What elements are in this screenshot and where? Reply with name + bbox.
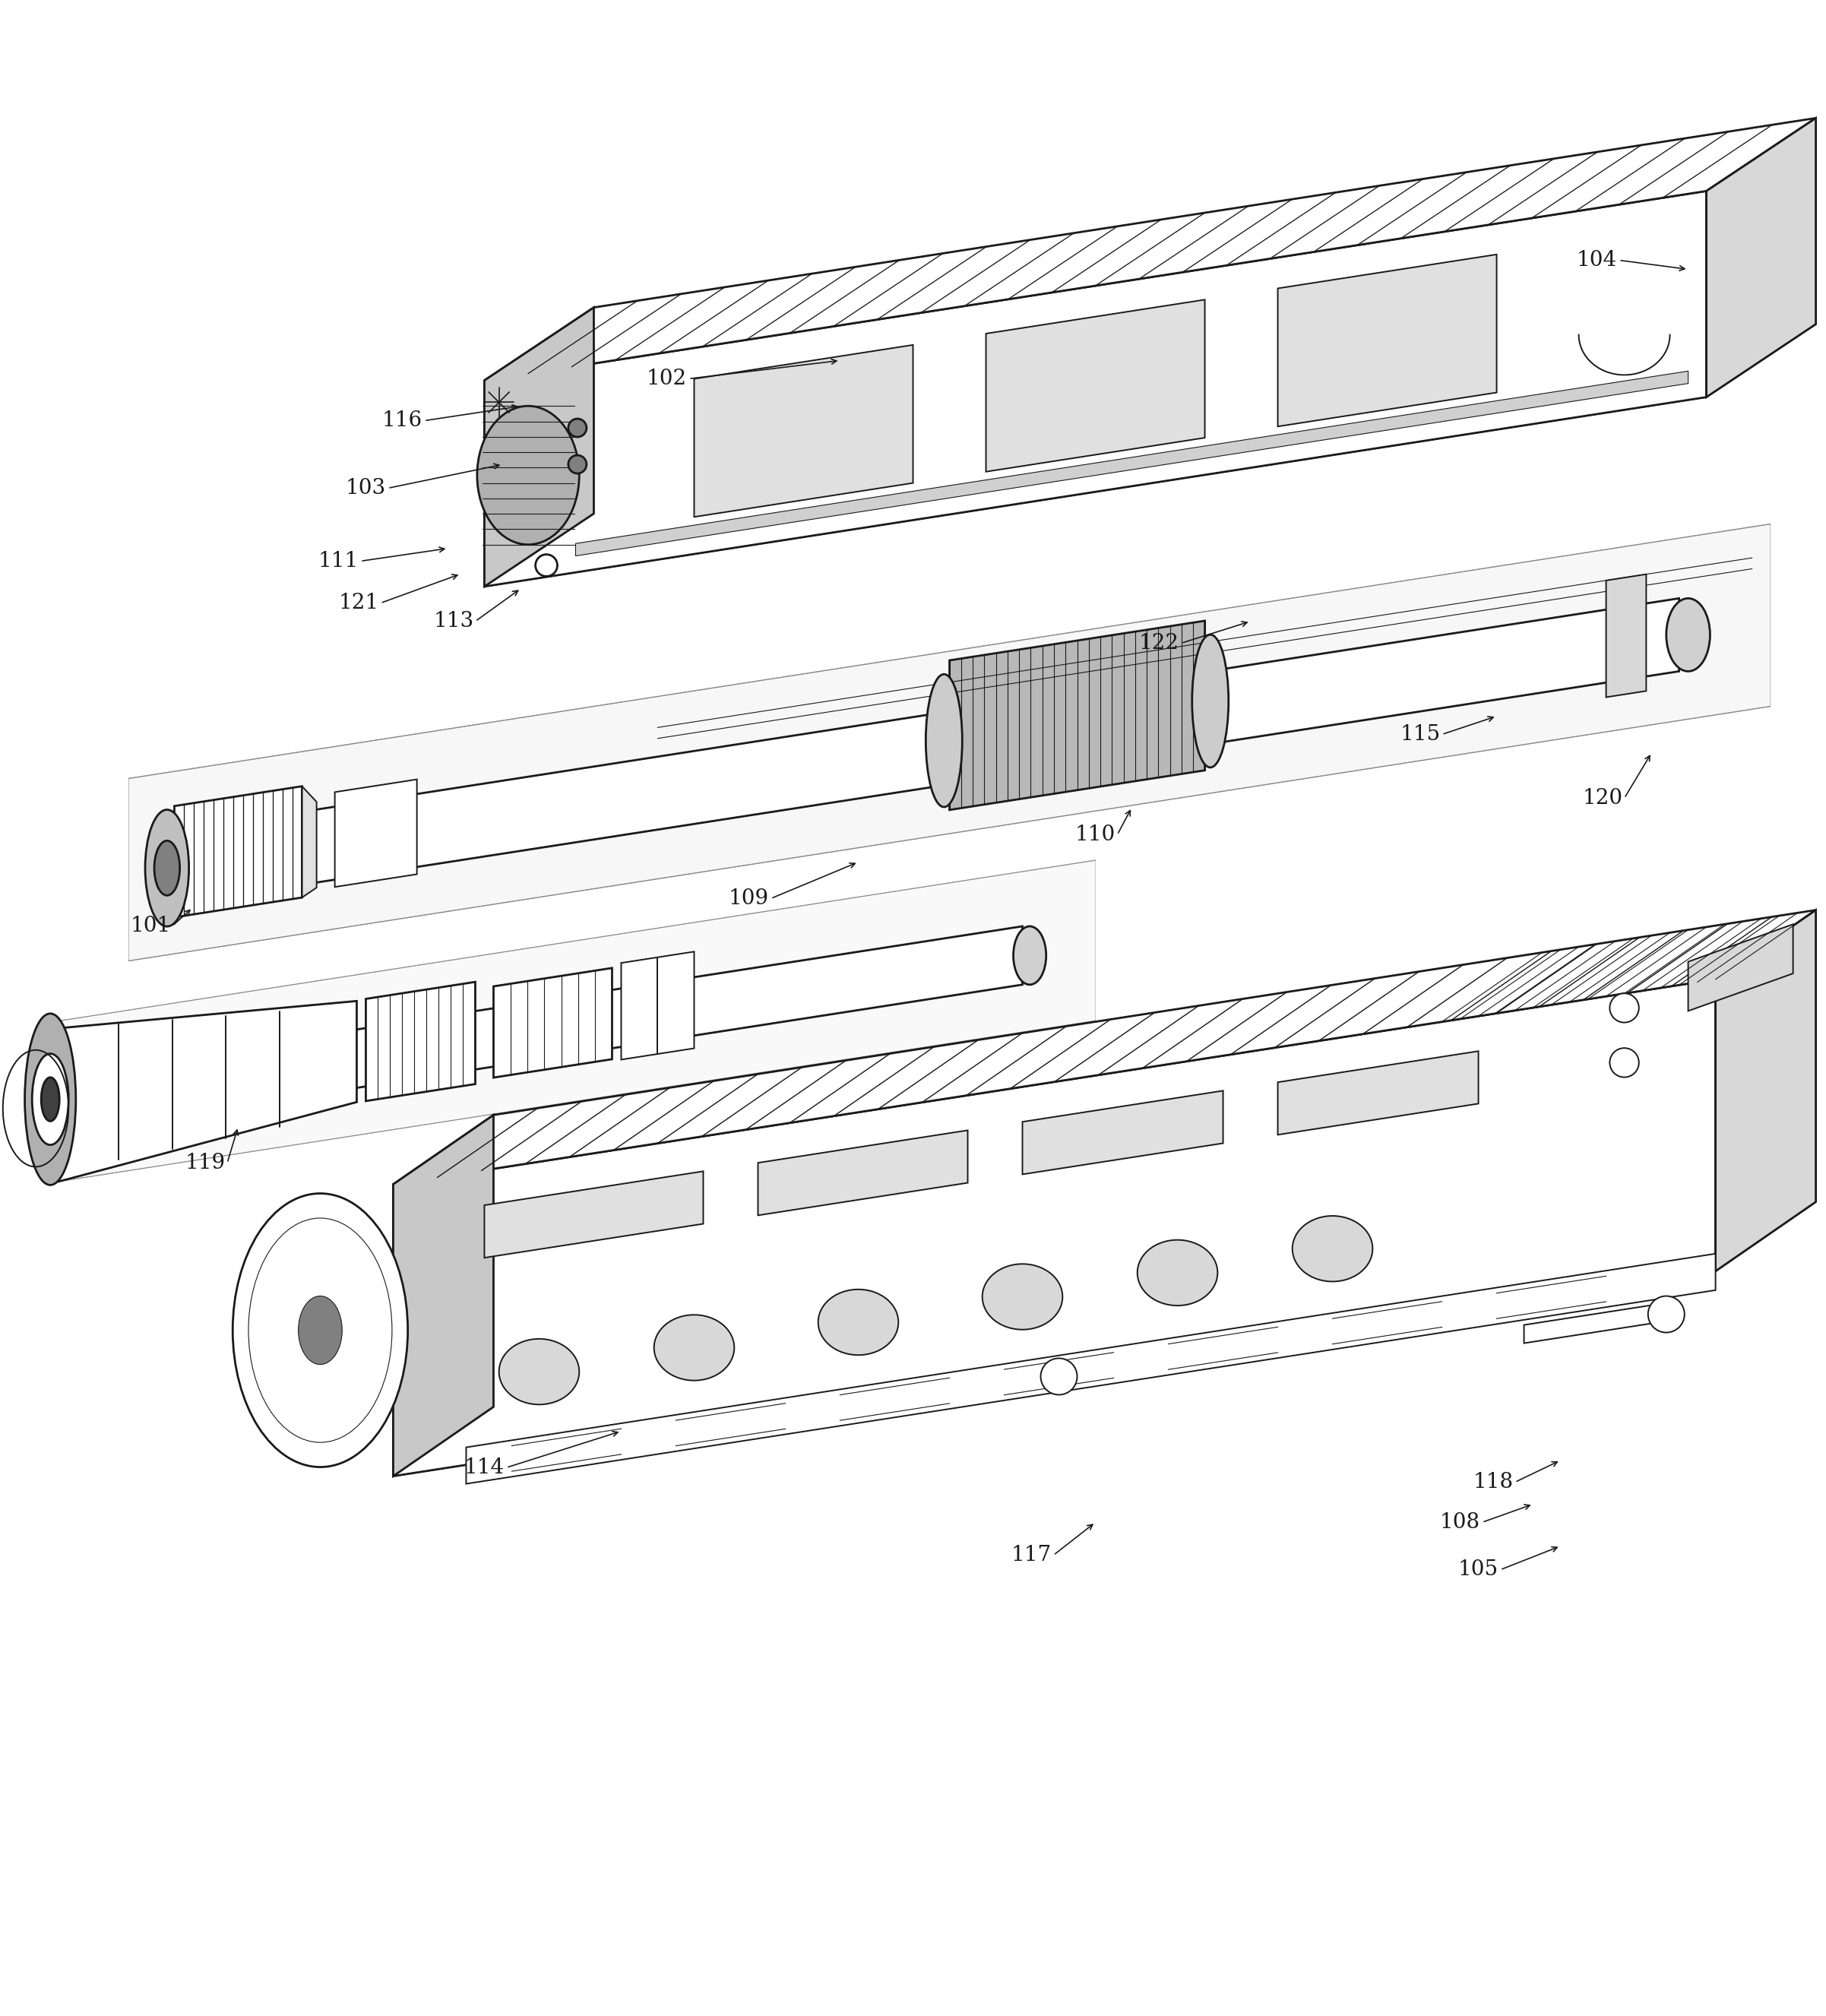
Ellipse shape (477, 405, 579, 544)
Polygon shape (334, 780, 416, 887)
Text: 121: 121 (338, 593, 378, 613)
Text: 117: 117 (1012, 1544, 1052, 1566)
Text: 120: 120 (1583, 788, 1623, 808)
Text: 101: 101 (130, 915, 172, 935)
Ellipse shape (568, 419, 586, 437)
Ellipse shape (498, 1339, 579, 1405)
Polygon shape (1715, 909, 1815, 1272)
Text: 103: 103 (345, 478, 385, 498)
Polygon shape (1689, 923, 1793, 1010)
Text: 111: 111 (318, 550, 358, 571)
Text: 122: 122 (1139, 633, 1180, 653)
Ellipse shape (926, 673, 962, 806)
Ellipse shape (153, 841, 179, 895)
Polygon shape (173, 786, 301, 917)
Polygon shape (60, 1002, 356, 1181)
Ellipse shape (1649, 1296, 1685, 1333)
Ellipse shape (26, 1014, 77, 1185)
Polygon shape (1607, 575, 1647, 698)
Polygon shape (173, 599, 1680, 905)
Polygon shape (393, 1115, 493, 1476)
Text: 110: 110 (1076, 825, 1116, 845)
Text: 116: 116 (382, 411, 422, 431)
Polygon shape (694, 345, 913, 516)
Polygon shape (484, 192, 1705, 587)
Ellipse shape (144, 810, 188, 927)
Polygon shape (484, 308, 593, 587)
Ellipse shape (568, 456, 586, 474)
Ellipse shape (1013, 925, 1046, 984)
Text: 119: 119 (184, 1153, 226, 1173)
Text: 118: 118 (1474, 1472, 1514, 1492)
Text: 108: 108 (1441, 1512, 1481, 1532)
Polygon shape (484, 1171, 703, 1258)
Polygon shape (393, 980, 1715, 1476)
Ellipse shape (1611, 994, 1640, 1022)
Ellipse shape (818, 1290, 898, 1355)
Polygon shape (128, 524, 1769, 962)
Ellipse shape (150, 831, 186, 905)
Text: 102: 102 (646, 369, 687, 389)
Ellipse shape (298, 1296, 341, 1365)
Text: 104: 104 (1578, 250, 1618, 270)
Polygon shape (575, 371, 1689, 556)
Polygon shape (393, 909, 1815, 1183)
Text: 105: 105 (1459, 1560, 1499, 1581)
Ellipse shape (232, 1193, 407, 1468)
Polygon shape (1525, 1304, 1653, 1343)
Ellipse shape (1611, 1048, 1640, 1077)
Polygon shape (621, 952, 694, 1060)
Polygon shape (1278, 254, 1497, 427)
Ellipse shape (1041, 1359, 1077, 1395)
Polygon shape (1705, 119, 1815, 397)
Polygon shape (484, 119, 1815, 381)
Polygon shape (365, 982, 475, 1101)
Ellipse shape (535, 554, 557, 577)
Polygon shape (986, 300, 1205, 472)
Polygon shape (393, 1202, 1815, 1476)
Ellipse shape (654, 1314, 734, 1381)
Polygon shape (484, 325, 1815, 587)
Ellipse shape (1293, 1216, 1373, 1282)
Polygon shape (57, 861, 1096, 1181)
Ellipse shape (42, 1077, 60, 1121)
Ellipse shape (982, 1264, 1063, 1331)
Ellipse shape (33, 1054, 69, 1145)
Polygon shape (950, 621, 1205, 810)
Polygon shape (758, 1131, 968, 1216)
Polygon shape (301, 786, 316, 897)
Text: 113: 113 (433, 611, 473, 631)
Ellipse shape (1138, 1240, 1218, 1306)
Polygon shape (1278, 1050, 1479, 1135)
Ellipse shape (1192, 635, 1229, 768)
Ellipse shape (1667, 599, 1709, 671)
Text: 115: 115 (1401, 724, 1441, 744)
Polygon shape (121, 925, 1023, 1125)
Text: 114: 114 (464, 1458, 504, 1478)
Polygon shape (1023, 1091, 1223, 1175)
Text: 109: 109 (729, 889, 769, 909)
Polygon shape (493, 968, 612, 1079)
Polygon shape (466, 1254, 1715, 1484)
